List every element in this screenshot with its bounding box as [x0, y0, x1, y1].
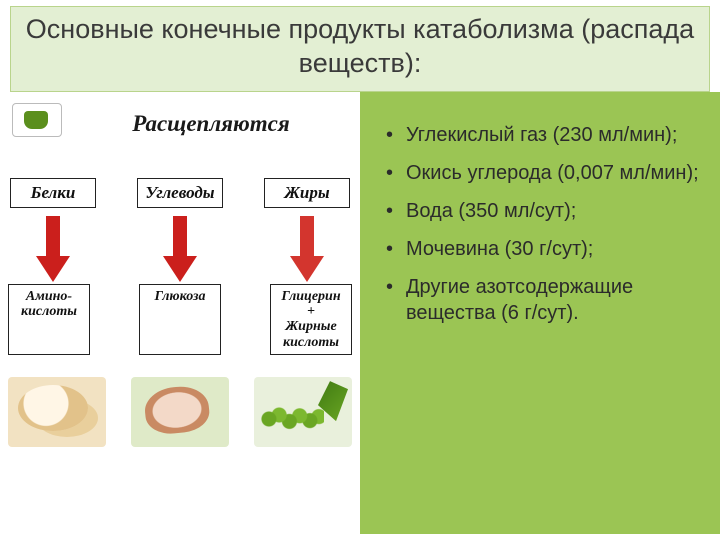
- split-label: Расщепляются: [68, 111, 354, 137]
- bullets-list: Углекислый газ (230 мл/мин); Окись углер…: [386, 122, 706, 326]
- box-carbs: Углеводы: [137, 178, 223, 208]
- food-image-bread: [8, 377, 106, 447]
- text: Жирные: [285, 319, 336, 334]
- text: кислоты: [21, 304, 77, 319]
- slide-title: Основные конечные продукты катаболизма (…: [10, 6, 710, 92]
- text: Глюкоза: [155, 289, 206, 304]
- arrow-2: [163, 216, 197, 282]
- nutrient-row: Белки Углеводы Жиры: [6, 178, 354, 208]
- text: Глицерин: [281, 289, 340, 304]
- text: Амино-: [26, 289, 72, 304]
- arrows-row: [6, 216, 354, 282]
- box-aminoacids: Амино- кислоты: [8, 284, 90, 356]
- text: кислоты: [283, 335, 339, 350]
- bullet-item: Другие азотсодержащие вещества (6 г/сут)…: [386, 274, 706, 326]
- text: +: [307, 304, 315, 319]
- diagram-panel: Расщепляются Белки Углеводы Жиры Амино: [0, 92, 360, 534]
- box-glycerin-fatty: Глицерин + Жирные кислоты: [270, 284, 352, 356]
- food-image-meat: [131, 377, 229, 447]
- box-fats: Жиры: [264, 178, 350, 208]
- bullet-item: Мочевина (30 г/сут);: [386, 236, 706, 262]
- food-images-row: [6, 377, 354, 447]
- food-image-peas: [254, 377, 352, 447]
- bullet-item: Вода (350 мл/сут);: [386, 198, 706, 224]
- box-proteins: Белки: [10, 178, 96, 208]
- content-area: Расщепляются Белки Углеводы Жиры Амино: [0, 92, 720, 534]
- arrow-3: [290, 216, 324, 282]
- diagram-header: Расщепляются: [6, 94, 354, 154]
- box-glucose: Глюкоза: [139, 284, 221, 356]
- bullets-panel: Углекислый газ (230 мл/мин); Окись углер…: [360, 92, 720, 534]
- bullet-item: Углекислый газ (230 мл/мин);: [386, 122, 706, 148]
- arrow-1: [36, 216, 70, 282]
- product-row: Амино- кислоты Глюкоза Глицерин + Жирные…: [6, 284, 354, 356]
- bullet-item: Окись углерода (0,007 мл/мин);: [386, 160, 706, 186]
- tea-cup-icon: [6, 97, 68, 151]
